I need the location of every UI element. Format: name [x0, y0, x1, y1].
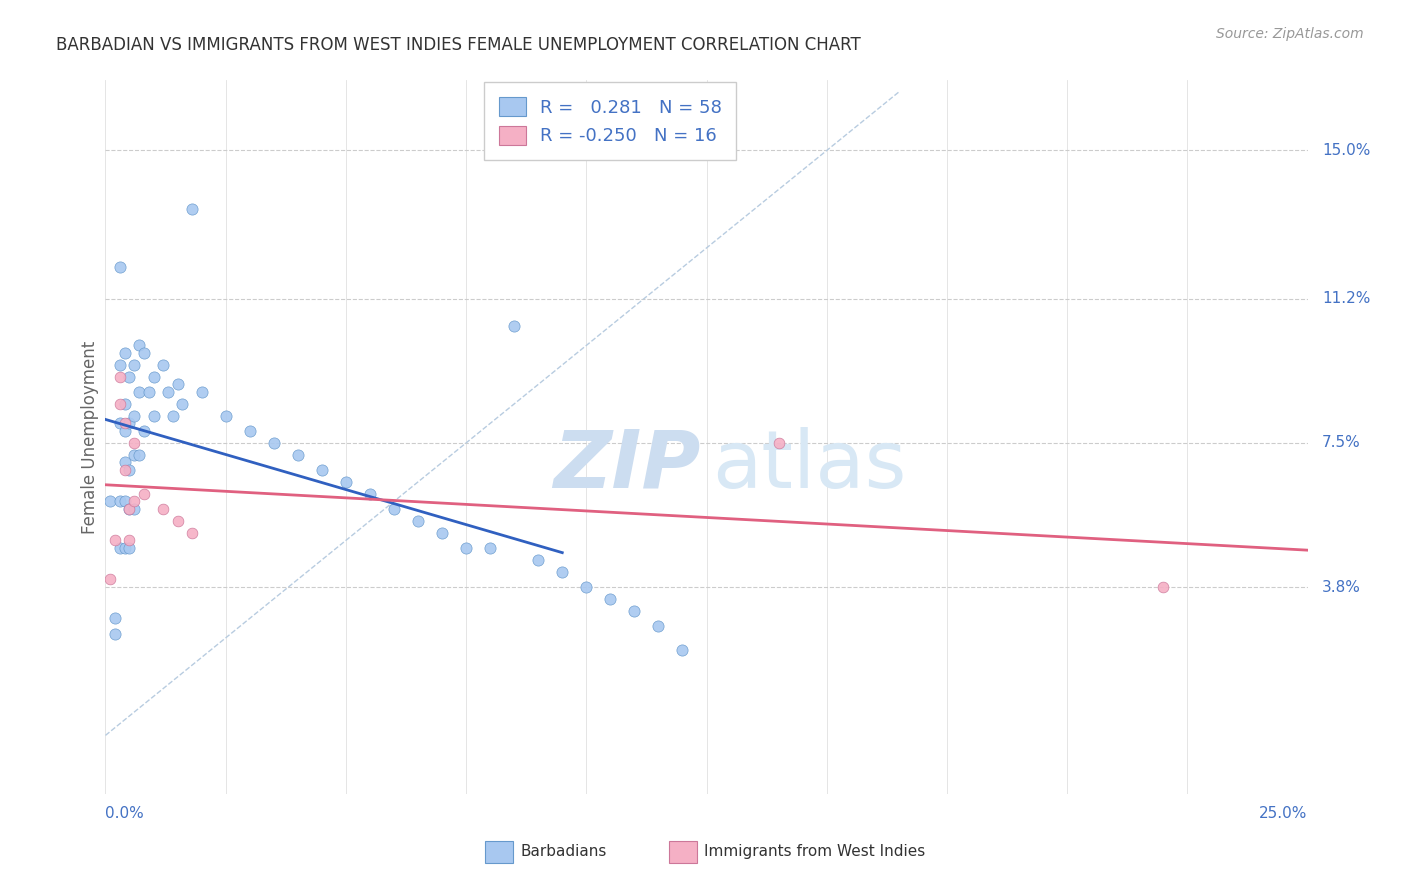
Point — [108, 541, 131, 556]
Point — [166, 514, 188, 528]
Point — [104, 627, 127, 641]
Point — [128, 448, 150, 462]
Point — [181, 202, 204, 216]
Point — [118, 541, 141, 556]
Y-axis label: Female Unemployment: Female Unemployment — [80, 341, 98, 533]
Text: BARBADIAN VS IMMIGRANTS FROM WEST INDIES FEMALE UNEMPLOYMENT CORRELATION CHART: BARBADIAN VS IMMIGRANTS FROM WEST INDIES… — [56, 36, 860, 54]
FancyBboxPatch shape — [669, 841, 697, 863]
Point — [124, 358, 146, 372]
Point — [181, 525, 204, 540]
Point — [142, 369, 165, 384]
Point — [114, 463, 136, 477]
Point — [623, 604, 645, 618]
Point — [124, 448, 146, 462]
Point — [114, 346, 136, 360]
Point — [527, 553, 550, 567]
Text: ZIP: ZIP — [553, 426, 700, 505]
Point — [128, 385, 150, 400]
Text: Barbadians: Barbadians — [520, 845, 606, 859]
Text: atlas: atlas — [713, 426, 907, 505]
Text: 7.5%: 7.5% — [1322, 435, 1361, 450]
Point — [108, 417, 131, 431]
Point — [551, 565, 574, 579]
Point — [108, 397, 131, 411]
Point — [138, 385, 160, 400]
Point — [214, 409, 236, 423]
Point — [263, 436, 285, 450]
Point — [239, 424, 262, 438]
Point — [114, 455, 136, 469]
Point — [647, 619, 669, 633]
Point — [156, 385, 179, 400]
Text: 25.0%: 25.0% — [1260, 805, 1308, 821]
Point — [118, 463, 141, 477]
Point — [406, 514, 429, 528]
Text: 0.0%: 0.0% — [105, 805, 145, 821]
Text: 11.2%: 11.2% — [1322, 291, 1371, 306]
Point — [104, 611, 127, 625]
Point — [311, 463, 333, 477]
Point — [142, 409, 165, 423]
Point — [124, 436, 146, 450]
Point — [1152, 580, 1174, 594]
Point — [190, 385, 212, 400]
Point — [114, 541, 136, 556]
Point — [132, 424, 155, 438]
Point — [671, 642, 693, 657]
Point — [128, 338, 150, 352]
Point — [108, 369, 131, 384]
Point — [114, 397, 136, 411]
Point — [108, 494, 131, 508]
Point — [124, 494, 146, 508]
Point — [108, 260, 131, 275]
Point — [454, 541, 477, 556]
Point — [503, 318, 526, 333]
Point — [124, 502, 146, 516]
Point — [575, 580, 598, 594]
Point — [132, 346, 155, 360]
Point — [118, 502, 141, 516]
Point — [118, 502, 141, 516]
FancyBboxPatch shape — [485, 841, 513, 863]
Point — [166, 377, 188, 392]
Point — [599, 591, 621, 606]
Point — [98, 494, 121, 508]
Text: 3.8%: 3.8% — [1322, 580, 1361, 595]
Point — [104, 533, 127, 548]
Point — [132, 486, 155, 500]
Point — [108, 358, 131, 372]
Point — [768, 436, 790, 450]
Point — [152, 502, 174, 516]
Point — [114, 494, 136, 508]
Point — [114, 417, 136, 431]
Text: 15.0%: 15.0% — [1322, 143, 1371, 158]
Point — [118, 533, 141, 548]
Text: Immigrants from West Indies: Immigrants from West Indies — [704, 845, 925, 859]
Point — [124, 409, 146, 423]
Point — [172, 397, 194, 411]
Point — [430, 525, 453, 540]
Point — [382, 502, 405, 516]
Text: Source: ZipAtlas.com: Source: ZipAtlas.com — [1216, 27, 1364, 41]
Point — [162, 409, 184, 423]
Point — [359, 486, 381, 500]
Legend: R =   0.281   N = 58, R = -0.250   N = 16: R = 0.281 N = 58, R = -0.250 N = 16 — [484, 82, 737, 160]
Point — [118, 417, 141, 431]
Point — [287, 448, 309, 462]
Point — [98, 573, 121, 587]
Point — [152, 358, 174, 372]
Point — [114, 424, 136, 438]
Point — [335, 475, 357, 489]
Point — [479, 541, 502, 556]
Point — [118, 369, 141, 384]
